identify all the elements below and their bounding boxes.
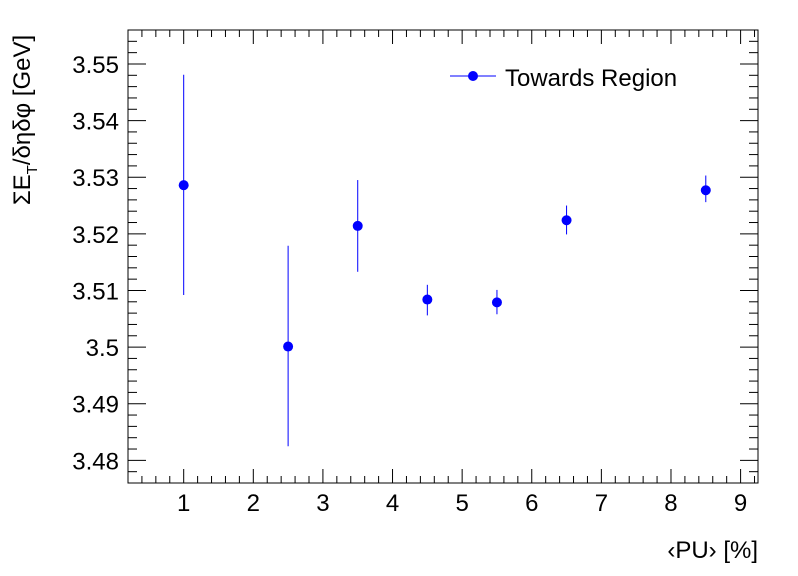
x-tick-label: 3 bbox=[316, 490, 329, 517]
data-point bbox=[491, 297, 502, 308]
x-axis-tick-labels: 1 2 3 4 5 6 7 8 9 bbox=[177, 490, 747, 517]
y-tick-label: 3.48 bbox=[72, 448, 119, 475]
y-tick-label: 3.49 bbox=[72, 392, 119, 419]
x-tick-label: 5 bbox=[455, 490, 468, 517]
x-tick-label: 9 bbox=[734, 490, 747, 517]
x-tick-label: 1 bbox=[177, 490, 190, 517]
data-point bbox=[700, 185, 711, 196]
x-axis-title: ‹PU› [%] bbox=[667, 537, 758, 564]
x-tick-label: 6 bbox=[525, 490, 538, 517]
data-points bbox=[178, 180, 711, 352]
error-bars bbox=[183, 74, 707, 447]
y-tick-label: 3.51 bbox=[72, 278, 119, 305]
x-tick-label: 8 bbox=[664, 490, 677, 517]
data-point bbox=[283, 341, 294, 352]
legend-marker bbox=[468, 71, 478, 81]
data-point bbox=[352, 220, 363, 231]
y-tick-label: 3.5 bbox=[86, 335, 119, 362]
data-point bbox=[561, 215, 572, 226]
legend: Towards Region bbox=[450, 65, 677, 92]
x-tick-label: 2 bbox=[247, 490, 260, 517]
plot-frame bbox=[127, 29, 759, 484]
legend-label: Towards Region bbox=[505, 65, 677, 92]
y-tick-label: 3.55 bbox=[72, 52, 119, 79]
data-point bbox=[422, 294, 433, 305]
x-tick-label: 7 bbox=[595, 490, 608, 517]
x-axis-ticks bbox=[127, 30, 756, 483]
y-axis-ticks bbox=[128, 29, 758, 484]
x-tick-label: 4 bbox=[386, 490, 399, 517]
y-tick-label: 3.52 bbox=[72, 222, 119, 249]
y-tick-label: 3.54 bbox=[72, 109, 119, 136]
data-point bbox=[178, 180, 189, 191]
y-tick-label: 3.53 bbox=[72, 165, 119, 192]
y-axis-tick-labels: 3.48 3.49 3.5 3.51 3.52 3.53 3.54 3.55 bbox=[72, 52, 119, 475]
y-axis-title: ΣET/δηδφ [GeV] bbox=[9, 35, 41, 205]
